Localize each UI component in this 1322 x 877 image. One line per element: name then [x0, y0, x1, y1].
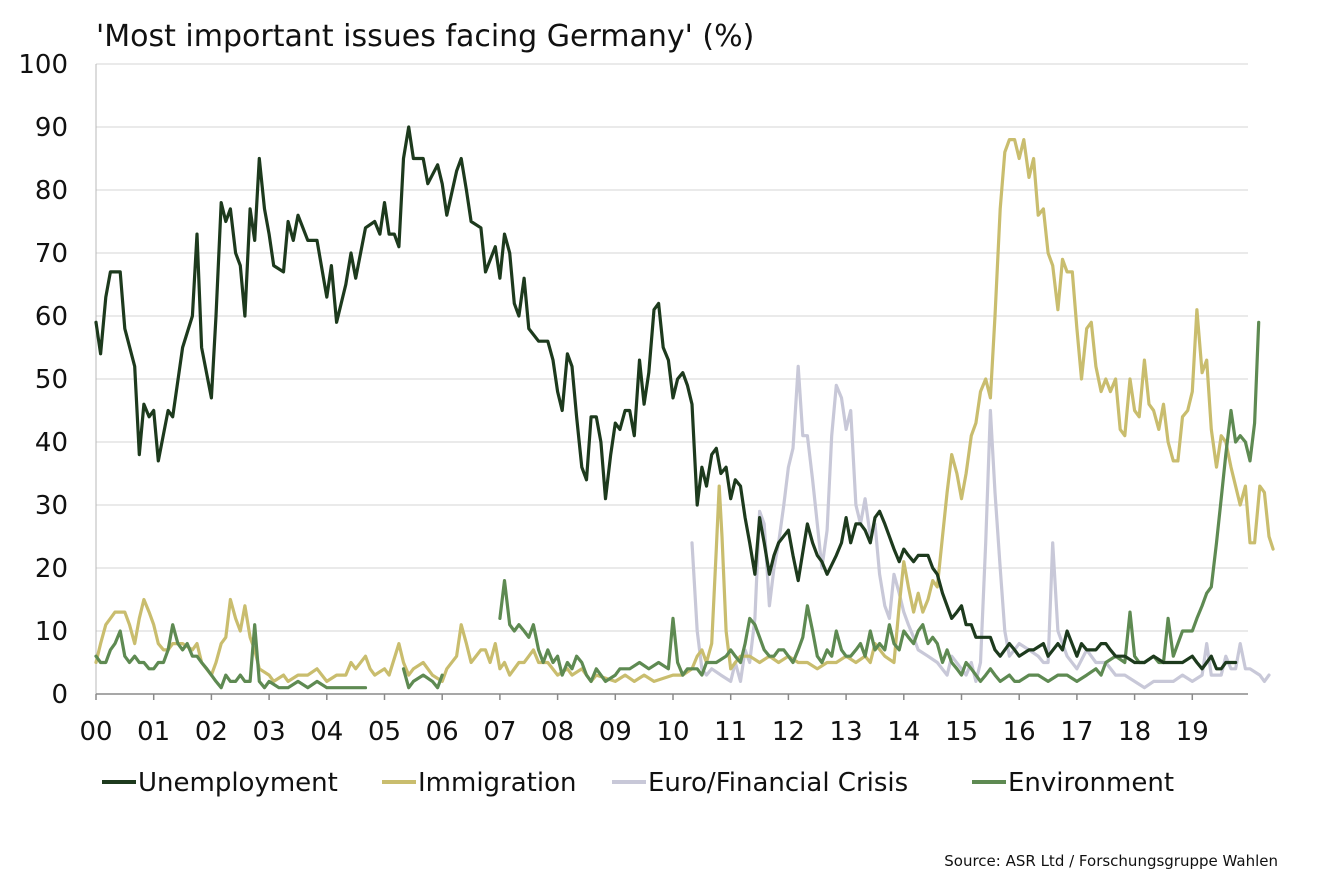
legend-label-unemployment: Unemployment	[138, 768, 338, 798]
y-tick-label-30: 30	[35, 491, 68, 521]
chart-title: 'Most important issues facing Germany' (…	[96, 19, 754, 54]
y-axis: 0 10 20 30 40 50 60 70 80 90 100	[18, 50, 97, 710]
x-tick-label-01: 01	[137, 717, 170, 747]
legend-label-euro-financial-crisis: Euro/Financial Crisis	[648, 768, 908, 798]
series-line-immigration	[94, 138, 1275, 683]
x-tick-label-05: 05	[368, 717, 401, 747]
x-tick-label-04: 04	[310, 717, 343, 747]
gridlines	[96, 63, 1248, 632]
x-tick-label-18: 18	[1118, 717, 1151, 747]
x-tick-label-07: 07	[483, 717, 516, 747]
x-tick-label-14: 14	[887, 717, 920, 747]
y-tick-label-50: 50	[35, 365, 68, 395]
x-tick-label-06: 06	[426, 717, 459, 747]
y-tick-label-70: 70	[35, 239, 68, 269]
plot-series	[94, 125, 1275, 690]
legend: Unemployment Immigration Euro/Financial Cr…	[102, 768, 1174, 798]
y-tick-label-0: 0	[51, 680, 68, 710]
source-note: Source: ASR Ltd / Forschungsgruppe Wahle…	[944, 852, 1278, 870]
x-tick-label-10: 10	[656, 717, 689, 747]
y-tick-label-80: 80	[35, 176, 68, 206]
x-tick-label-03: 03	[253, 717, 286, 747]
x-tick-label-16: 16	[1003, 717, 1036, 747]
x-tick-label-19: 19	[1176, 717, 1209, 747]
y-tick-label-20: 20	[35, 554, 68, 584]
y-tick-label-10: 10	[35, 617, 68, 647]
x-tick-label-00: 00	[79, 717, 112, 747]
y-tick-label-90: 90	[35, 113, 68, 143]
x-tick-label-09: 09	[599, 717, 632, 747]
legend-label-immigration: Immigration	[418, 768, 576, 798]
x-tick-label-12: 12	[772, 717, 805, 747]
x-tick-label-15: 15	[945, 717, 978, 747]
x-tick-label-08: 08	[541, 717, 574, 747]
x-tick-label-02: 02	[195, 717, 228, 747]
x-tick-label-13: 13	[830, 717, 863, 747]
y-tick-label-40: 40	[35, 428, 68, 458]
y-tick-label-60: 60	[35, 302, 68, 332]
legend-label-environment: Environment	[1008, 768, 1174, 798]
y-tick-label-100: 100	[18, 50, 68, 80]
x-tick-label-11: 11	[714, 717, 747, 747]
x-axis: 00 01 02 03 04 05 06 07 08 09 10 11 12 13 14 15 16 17 18 19	[79, 693, 1248, 747]
x-tick-label-17: 17	[1060, 717, 1093, 747]
series-line-unemployment	[94, 125, 1238, 671]
